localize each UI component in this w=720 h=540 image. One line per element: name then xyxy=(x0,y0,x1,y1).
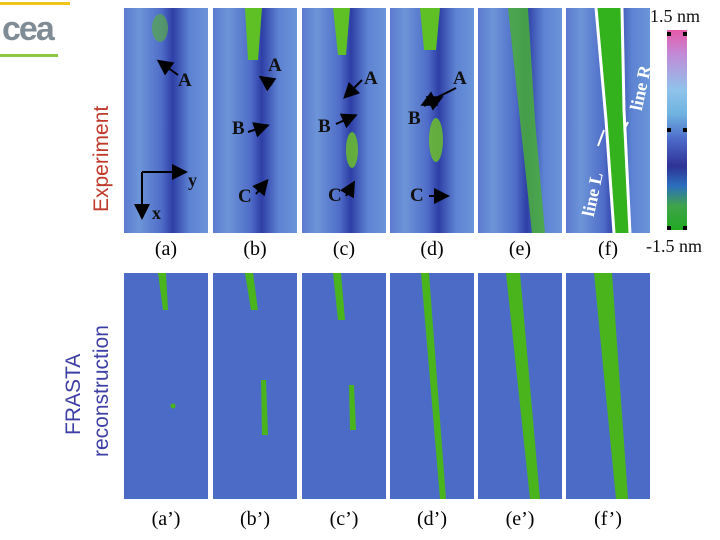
green-band-f xyxy=(596,8,630,233)
marker-b-B: B xyxy=(232,118,245,139)
caption-f: (f) xyxy=(598,238,618,260)
colorbar-tick-top xyxy=(667,32,671,36)
arrow-d-A xyxy=(420,87,457,106)
marker-b-C: C xyxy=(238,186,252,207)
marker-d-B: B xyxy=(408,108,421,129)
axis-x-label: x xyxy=(152,203,161,223)
arrow-b-A xyxy=(258,75,277,92)
green-streak-d xyxy=(420,8,440,50)
marker-d-A: A xyxy=(453,68,467,89)
colorbar-tick-bottom xyxy=(667,226,671,230)
experiment-panel-a xyxy=(124,8,208,233)
caption-a-prime: (a’) xyxy=(151,508,181,530)
rec-green-a xyxy=(158,273,168,310)
reconstruction-panel-a xyxy=(124,273,208,499)
arrow-b-B xyxy=(247,122,270,138)
green-spot-a xyxy=(152,14,168,42)
caption-e-prime: (e’) xyxy=(505,508,535,530)
cea-logo: cea xyxy=(2,10,55,48)
arrow-d-B xyxy=(423,96,444,111)
arrow-f-lineR xyxy=(623,121,629,131)
colorbar-min-label: -1.5 nm xyxy=(646,236,702,256)
reconstruction-panel-b xyxy=(213,273,297,499)
marker-a-A: A xyxy=(178,70,192,91)
logo-bar-gold xyxy=(0,2,70,5)
marker-b-A: A xyxy=(268,55,282,76)
colorbar-tick-top-r xyxy=(683,32,687,36)
arrow-a-A xyxy=(156,59,179,76)
colorbar-max-label: 1.5 nm xyxy=(650,6,701,26)
caption-f-prime: (f’) xyxy=(594,508,622,530)
axis-y-label: y xyxy=(188,170,197,190)
green-streak-b xyxy=(245,8,262,60)
marker-c-A: A xyxy=(364,68,378,89)
rec-green-c2 xyxy=(349,385,356,430)
green-streak-e xyxy=(508,8,545,233)
caption-e: (e) xyxy=(508,238,532,260)
line-r xyxy=(620,7,632,234)
caption-c: (c) xyxy=(332,238,356,260)
rec-green-c1 xyxy=(333,273,345,320)
rec-green-e xyxy=(506,273,540,499)
rec-green-f xyxy=(594,273,628,499)
rec-green-a-dot xyxy=(170,403,176,409)
arrow-b-C xyxy=(252,178,269,197)
caption-d-prime: (d’) xyxy=(417,508,447,530)
caption-d: (d) xyxy=(420,238,444,260)
marker-d-C: C xyxy=(410,185,424,206)
caption-b: (b) xyxy=(243,238,267,260)
colorbar-tick-bottom-r xyxy=(683,226,687,230)
marker-c-C: C xyxy=(328,185,342,206)
rec-green-b1 xyxy=(245,273,258,310)
logo-bar-green xyxy=(0,54,58,57)
colorbar xyxy=(667,30,687,230)
arrow-c-A xyxy=(343,79,363,99)
arrow-c-C xyxy=(340,180,356,199)
caption-a: (a) xyxy=(154,238,178,260)
colorbar-tick-mid-r xyxy=(683,128,687,132)
colorbar-tick-mid xyxy=(667,128,671,132)
green-spot-d2 xyxy=(429,118,443,162)
green-streak-c xyxy=(333,8,350,55)
arrow-c-B xyxy=(335,113,358,129)
arrow-f-lineL xyxy=(597,129,605,147)
marker-c-B: B xyxy=(318,116,331,137)
caption-c-prime: (c’) xyxy=(329,508,359,530)
green-spot-c2 xyxy=(346,132,358,168)
line-l xyxy=(594,7,616,234)
caption-b-prime: (b’) xyxy=(240,508,270,530)
rec-green-d xyxy=(421,273,446,499)
rec-green-b2 xyxy=(261,380,268,435)
